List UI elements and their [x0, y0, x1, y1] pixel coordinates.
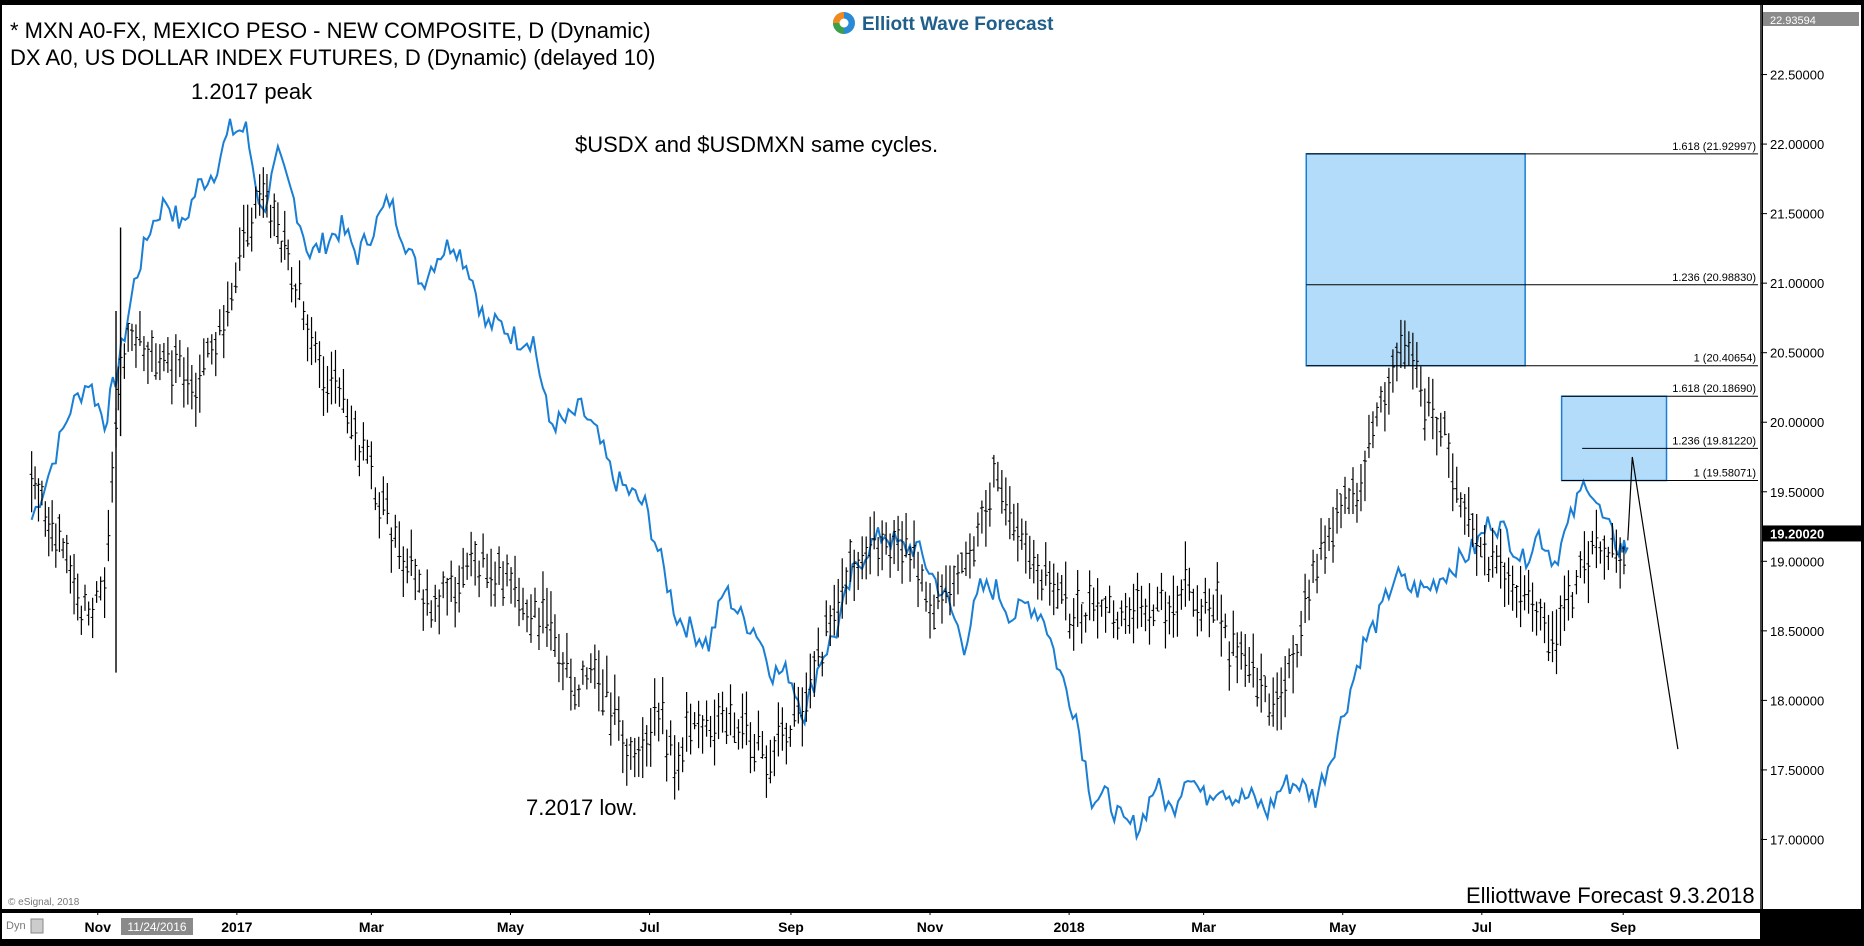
y-tick-label: 18.00000 [1770, 693, 1824, 708]
y-tick-label: 20.00000 [1770, 415, 1824, 430]
y-tick-label: 21.50000 [1770, 207, 1824, 222]
y-tick-label: 19.00000 [1770, 554, 1824, 569]
x-tick-label: Sep [1610, 919, 1636, 935]
y-tick-label: 22.93594 [1770, 15, 1816, 27]
x-tick-label: 2018 [1054, 919, 1085, 935]
peak-annotation: 1.2017 peak [191, 79, 313, 104]
y-tick-label: 20.50000 [1770, 346, 1824, 361]
target-box-2 [1560, 395, 1668, 482]
y-axis-top-badge [1763, 12, 1859, 26]
y-tick-label: 17.50000 [1770, 763, 1824, 778]
fib-level-label: 1.236 (19.81220) [1672, 435, 1756, 447]
low-annotation: 7.2017 low. [526, 795, 637, 820]
y-tick-label: 22.00000 [1770, 137, 1824, 152]
x-tick-label: 2017 [221, 919, 252, 935]
y-axis-ticks: 22.93594 22.50000 22.00000 21.50000 21.00000… [1761, 12, 1861, 847]
x-axis-ticks: Nov 2017 Mar May Jul Sep Nov 2018 Mar May Jul Sep [85, 909, 1636, 935]
dollar-index-series [30, 118, 1629, 842]
x-tick-label: Nov [85, 919, 112, 935]
logo-text: Elliott Wave Forecast [862, 14, 1054, 35]
y-tick-label: 19.50000 [1770, 485, 1824, 500]
y-tick-label: 17.00000 [1770, 832, 1824, 847]
y-tick-label: 21.00000 [1770, 276, 1824, 291]
x-tick-label: Mar [1191, 919, 1216, 935]
time-axis[interactable] [2, 913, 1760, 939]
dyn-label: Dyn [6, 920, 26, 932]
logo-icon [833, 12, 855, 34]
y-tick-label: 22.50000 [1770, 68, 1824, 83]
projection-line [1627, 456, 1679, 750]
price-axis[interactable] [1763, 5, 1861, 909]
x-tick-label: May [1329, 919, 1356, 935]
y-tick-label: 18.50000 [1770, 624, 1824, 639]
projection-path [1627, 456, 1679, 750]
x-tick-label: Jul [1472, 919, 1492, 935]
chart-subtitle: DX A0, US DOLLAR INDEX FUTURES, D (Dynam… [10, 45, 656, 70]
fib-labels: 1.618 (21.92997) 1.236 (20.98830) 1 (20.40… [1306, 141, 1758, 482]
cursor-date-badge [121, 918, 193, 935]
target-box-1 [1305, 153, 1526, 367]
fib-level-label: 1.618 (20.18690) [1672, 383, 1756, 395]
fib-level-label: 1.618 (21.92997) [1672, 141, 1756, 153]
chart-title: * MXN A0-FX, MEXICO PESO - NEW COMPOSITE… [10, 18, 651, 43]
signature: Elliottwave Forecast 9.3.2018 [1466, 883, 1755, 908]
dyn-toggle-button[interactable] [30, 918, 44, 934]
dollar-index-line [30, 118, 1629, 842]
x-tick-label: May [497, 919, 524, 935]
fib-level-label: 1.236 (20.98830) [1672, 272, 1756, 284]
x-tick-label: Mar [359, 919, 384, 935]
cursor-date-text: 11/24/2016 [127, 920, 186, 934]
usdmxn-series [29, 167, 1626, 800]
usdmxn-last-badge [1763, 525, 1861, 542]
copyright-text: © eSignal, 2018 [8, 897, 80, 908]
cycles-annotation: $USDX and $USDMXN same cycles. [575, 132, 938, 157]
usdmxn-last-value: 19.20020 [1770, 526, 1824, 541]
logo: Elliott Wave Forecast [826, 8, 1056, 38]
x-tick-label: Sep [778, 919, 804, 935]
x-tick-label: Jul [639, 919, 659, 935]
x-tick-label: Nov [917, 919, 944, 935]
fib-level-label: 1 (19.58071) [1694, 468, 1756, 480]
fib-level-label: 1 (20.40654) [1694, 353, 1756, 365]
